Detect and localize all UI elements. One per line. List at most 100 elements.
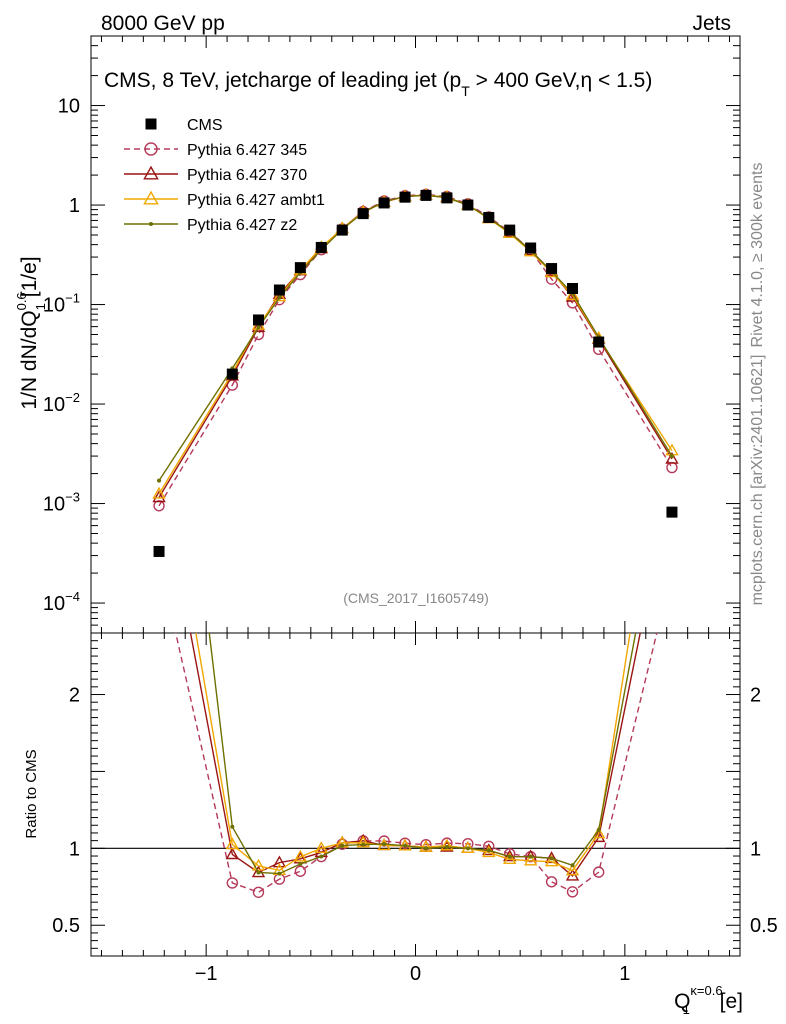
x-tick-label: 1 [619,963,630,985]
series-cms [153,189,678,557]
cms-data-point [378,197,390,209]
data-point [665,451,679,464]
ratio-point [319,854,324,859]
series-line [158,193,673,507]
ratio-series-pythia-6-427-ambt1 [195,633,631,876]
ratio-point [252,886,265,898]
ratio-y-tick-label: 0.5 [52,915,80,937]
ratio-point [566,886,579,898]
ratio-point [230,824,235,829]
xlabel-sub: 1 [683,1002,690,1017]
legend-label: Pythia 6.427 z2 [187,217,297,234]
data-point [669,454,674,459]
ratio-point [570,863,575,868]
title-sub: T [461,83,470,99]
ratio-point [423,846,428,851]
xlabel-sup: κ=0.6 [690,983,722,998]
cms-data-point [273,284,285,296]
ratio-line [189,633,641,877]
ratio-point [277,871,282,876]
ratio-point [545,876,558,888]
ratio-point [403,843,408,848]
data-point [272,289,287,302]
ratio-point [596,828,601,833]
ylabel-main-sup: 0.6 [14,292,29,310]
legend-marker [149,222,153,226]
cms-data-point [357,208,369,220]
xlabel-text: Q [674,990,690,1013]
legend-entry: Pythia 6.427 345 [124,142,307,159]
ratio-point [465,846,470,851]
ratio-point [340,843,345,848]
y-tick-exponent: −2 [65,390,80,405]
x-tick-label: −1 [195,963,218,985]
data-point [545,273,558,285]
ratio-point [544,854,559,867]
data-point [256,325,261,330]
ylabel-main-unit: [1/e] [18,256,41,303]
rivet-version-label: Rivet 4.1.0, ≥ 300k events [749,163,766,348]
x-axis-label: Qκ=0.6 1 [e] [674,983,743,1017]
y-tick-base: 10 [43,593,65,615]
ratio-plot-area [91,633,740,898]
cms-data-point [593,336,605,348]
title-main: CMS, 8 TeV, jetcharge of leading jet (p [104,69,461,92]
y-axis-label-ratio: Ratio to CMS [23,749,40,838]
cms-data-point [420,189,432,201]
data-point [666,461,678,474]
ratio-series-pythia-6-427-370 [189,633,641,881]
ratio-point [251,865,266,878]
y-tick-base: 10 [43,494,65,516]
y-tick-base: 10 [58,96,80,118]
ratio-point [225,837,240,850]
y-tick-base: 1 [69,195,80,217]
x-tick-label: 0 [410,963,421,985]
cms-data-point [315,241,327,253]
y-tick-exponent: −4 [65,589,80,604]
ratio-point [356,835,370,848]
legend-label: CMS [187,117,223,134]
legend-marker [143,190,159,205]
cms-data-point [399,191,411,203]
y-tick-label: 10−2 [43,390,80,416]
legend-entry: Pythia 6.427 ambt1 [124,190,325,209]
y-tick-label: 10−3 [43,490,80,516]
legend-label: Pythia 6.427 345 [187,142,307,159]
data-point [565,289,580,302]
ratio-point [399,837,411,849]
ratio-point [251,858,266,871]
ylabel-main-sub: 1 [33,303,48,310]
ratio-point [272,855,287,868]
cms-data-point [525,242,537,254]
ratio-point [565,863,580,876]
legend-label: Pythia 6.427 ambt1 [187,192,325,209]
cms-data-point [666,506,678,518]
y-tick-exponent: −1 [65,291,80,306]
ratio-y-tick-label-right: 0.5 [750,915,778,937]
legend-entry: CMS [145,117,223,134]
ratio-point [444,845,449,850]
ratio-line [195,633,631,872]
ratio-axis-ticks: −1 0 1 2 2 1 1 0.5 0.5 [52,632,778,985]
ratio-point [256,870,261,875]
ratio-point [225,847,240,860]
header-left-label: 8000 GeV pp [101,12,225,35]
y-tick-base: 10 [43,394,65,416]
data-point [152,490,166,503]
data-point [153,500,165,512]
ratio-y-tick-label-right: 1 [750,838,761,860]
ratio-point [592,866,605,878]
ratio-point [314,841,328,854]
ratio-point [507,854,512,859]
mcplots-source-label: mcplots.cern.ch [arXiv:2401.10621] [749,355,766,606]
legend: CMS Pythia 6.427 345 Pythia 6.427 370 Pythi… [124,117,325,234]
ratio-point [298,862,303,867]
cms-data-point [336,224,348,236]
ratio-point [523,853,538,866]
ratio-line [208,633,637,875]
legend-entry: Pythia 6.427 z2 [124,217,297,234]
y-tick-label: 10 [58,96,80,118]
ratio-y-tick-label: 1 [69,838,80,860]
